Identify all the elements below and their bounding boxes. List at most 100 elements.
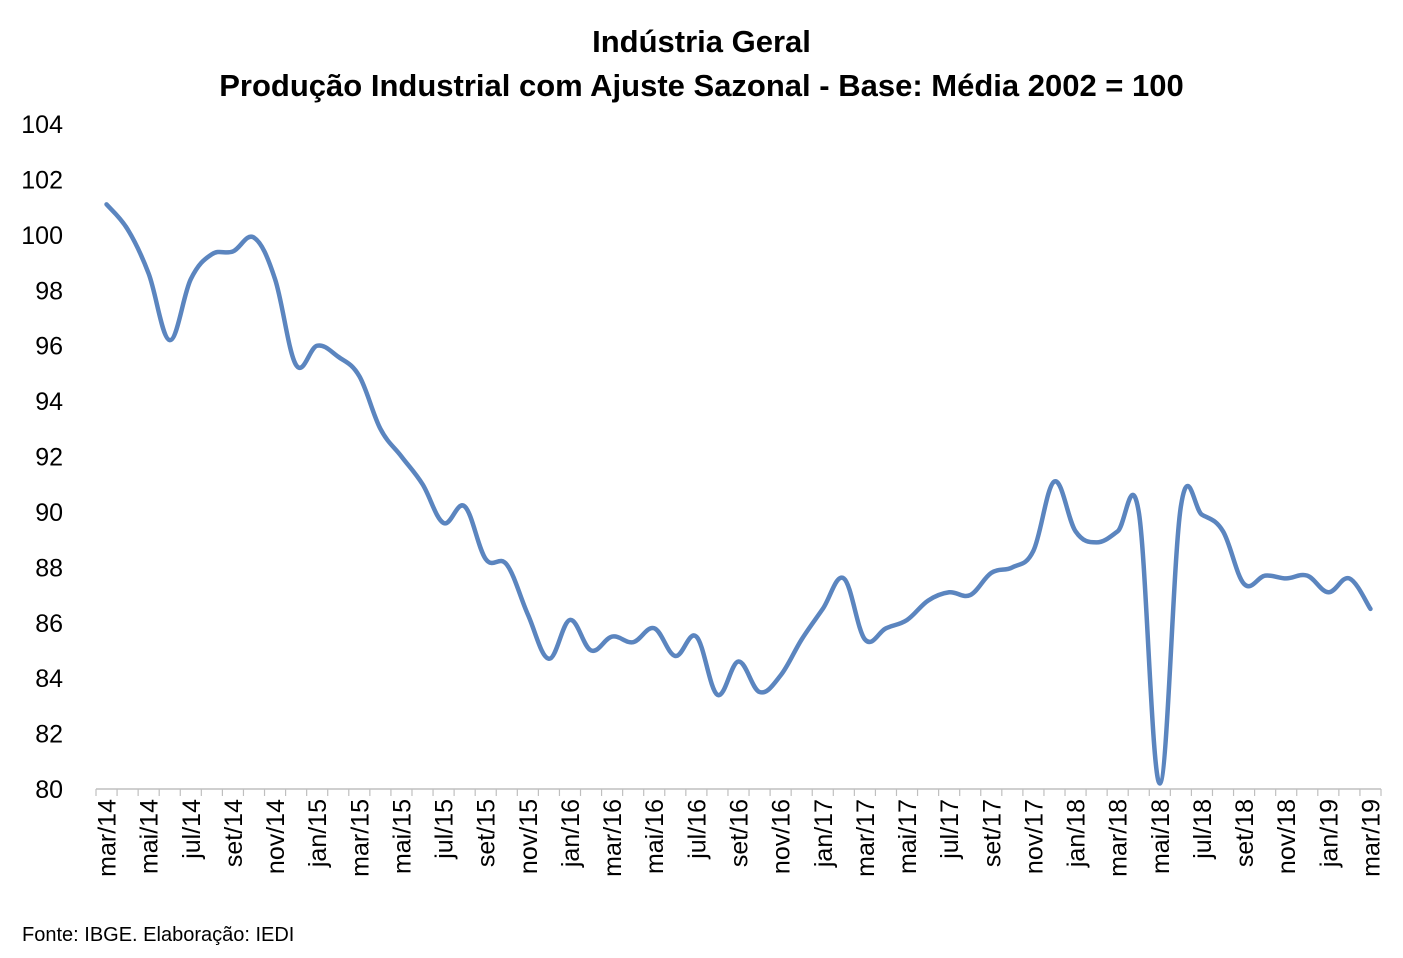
data-point xyxy=(1137,510,1141,514)
data-point xyxy=(1263,574,1267,578)
x-tick-label: nov/17 xyxy=(1020,799,1048,874)
x-tick-label: set/15 xyxy=(473,799,501,867)
data-point xyxy=(421,482,425,486)
data-point xyxy=(294,363,298,367)
data-point xyxy=(1242,582,1246,586)
data-point xyxy=(1158,781,1162,785)
data-point xyxy=(105,202,109,206)
data-point xyxy=(168,338,172,342)
x-tick-label: mai/16 xyxy=(641,799,669,874)
data-point xyxy=(821,607,825,611)
data-point xyxy=(484,557,488,561)
data-point xyxy=(378,427,382,431)
data-point xyxy=(1052,479,1056,483)
data-point xyxy=(147,272,151,276)
data-point xyxy=(399,455,403,459)
x-tick-label: jul/16 xyxy=(683,799,711,860)
x-tick-label: set/18 xyxy=(1231,799,1259,867)
data-point xyxy=(463,504,467,508)
data-point xyxy=(989,571,993,575)
x-tick-label: mai/15 xyxy=(388,799,416,874)
y-tick-label: 94 xyxy=(35,388,63,416)
x-tick-label: jan/17 xyxy=(810,799,838,868)
x-tick-label: mar/14 xyxy=(94,799,122,877)
x-tick-label: set/17 xyxy=(978,799,1006,867)
y-tick-label: 102 xyxy=(21,166,63,194)
y-tick-label: 96 xyxy=(35,333,63,361)
y-tick-label: 90 xyxy=(35,499,63,527)
chart-title-line: Indústria Geral xyxy=(592,24,811,59)
data-point xyxy=(1200,513,1204,517)
data-point xyxy=(1326,590,1330,594)
x-tick-label: mai/18 xyxy=(1147,799,1175,874)
y-tick-label: 80 xyxy=(35,776,63,804)
data-point xyxy=(315,344,319,348)
data-point xyxy=(1305,574,1309,578)
data-point xyxy=(252,236,256,240)
x-tick-label: mai/14 xyxy=(136,799,164,874)
data-point xyxy=(652,626,656,630)
x-tick-label: mar/18 xyxy=(1105,799,1133,877)
x-tick-label: mar/19 xyxy=(1357,799,1385,877)
data-point xyxy=(694,635,698,639)
x-tick-label: jan/15 xyxy=(304,799,332,868)
data-point xyxy=(673,654,677,658)
data-point xyxy=(926,599,930,603)
data-point xyxy=(758,690,762,694)
data-point xyxy=(357,374,361,378)
data-point xyxy=(273,277,277,281)
chart-subtitle-line: Produção Industrial com Ajuste Sazonal -… xyxy=(219,68,1184,103)
x-tick-label: nov/14 xyxy=(262,799,290,874)
x-tick-label: nov/15 xyxy=(515,799,543,874)
data-point xyxy=(905,618,909,622)
data-point xyxy=(1179,504,1183,508)
data-point xyxy=(1221,529,1225,533)
x-tick-label: mar/16 xyxy=(599,799,627,877)
data-point xyxy=(968,593,972,597)
data-point xyxy=(231,249,235,253)
data-point xyxy=(1010,565,1014,569)
data-point xyxy=(589,648,593,652)
data-point xyxy=(715,693,719,697)
data-point xyxy=(1368,607,1372,611)
x-tick-label: jul/18 xyxy=(1189,799,1217,860)
x-tick-label: set/16 xyxy=(726,799,754,867)
x-tick-label: jul/17 xyxy=(936,799,964,860)
data-point xyxy=(568,618,572,622)
x-tick-label: jan/19 xyxy=(1315,799,1343,868)
data-point xyxy=(505,563,509,567)
series-layer xyxy=(104,202,1373,786)
data-point xyxy=(884,626,888,630)
y-tick-label: 86 xyxy=(35,610,63,638)
data-point xyxy=(610,635,614,639)
data-point xyxy=(947,590,951,594)
y-tick-label: 92 xyxy=(35,444,63,472)
x-axis xyxy=(95,788,1382,796)
data-point xyxy=(126,227,130,231)
data-point xyxy=(442,521,446,525)
data-point xyxy=(1347,576,1351,580)
x-tick-label: mai/17 xyxy=(894,799,922,874)
data-point xyxy=(1095,540,1099,544)
data-point xyxy=(189,277,193,281)
data-point xyxy=(210,252,214,256)
data-point xyxy=(842,576,846,580)
data-point xyxy=(737,660,741,664)
x-tick-label: jan/18 xyxy=(1063,799,1091,868)
y-tick-label: 82 xyxy=(35,721,63,749)
x-tick-label: nov/16 xyxy=(768,799,796,874)
data-point xyxy=(1031,549,1035,553)
x-tick-label: jul/15 xyxy=(431,799,459,860)
y-tick-label: 88 xyxy=(35,554,63,582)
data-point xyxy=(800,637,804,641)
x-tick-label: mar/17 xyxy=(852,799,880,877)
y-tick-label: 104 xyxy=(21,111,63,139)
x-tick-label: jan/16 xyxy=(557,799,585,868)
data-point xyxy=(526,612,530,616)
data-point xyxy=(631,640,635,644)
y-tick-label: 98 xyxy=(35,277,63,305)
data-point xyxy=(1074,529,1078,533)
data-point xyxy=(863,637,867,641)
data-point xyxy=(1284,576,1288,580)
